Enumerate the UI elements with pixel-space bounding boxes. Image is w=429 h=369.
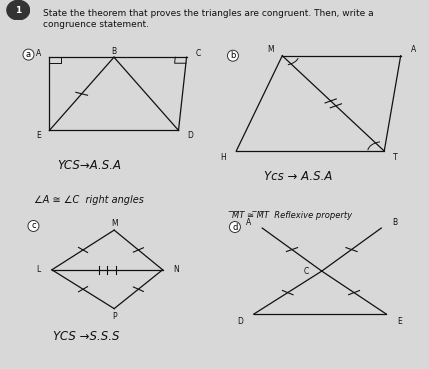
Text: 1: 1 bbox=[15, 6, 21, 15]
Text: D: D bbox=[237, 317, 243, 325]
Text: A: A bbox=[246, 217, 251, 227]
Circle shape bbox=[7, 0, 30, 20]
Text: ∠A ≅ ∠C  right angles: ∠A ≅ ∠C right angles bbox=[34, 195, 144, 205]
Text: E: E bbox=[36, 131, 40, 140]
Text: YCS →S.S.S: YCS →S.S.S bbox=[53, 330, 120, 344]
Text: ̅M̅T ≅ ̅M̅T  Reflexive property: ̅M̅T ≅ ̅M̅T Reflexive property bbox=[232, 211, 352, 220]
Text: a: a bbox=[26, 50, 31, 59]
Text: N: N bbox=[174, 265, 179, 274]
Text: B: B bbox=[393, 217, 397, 227]
Text: P: P bbox=[112, 311, 117, 321]
Text: Ycs → A.S.A: Ycs → A.S.A bbox=[264, 170, 332, 183]
Text: c: c bbox=[31, 221, 36, 231]
Text: B: B bbox=[112, 46, 117, 56]
Text: C: C bbox=[195, 49, 200, 58]
Text: L: L bbox=[36, 265, 40, 274]
Text: b: b bbox=[230, 51, 236, 60]
Text: M: M bbox=[267, 45, 274, 54]
Text: C: C bbox=[304, 266, 309, 276]
Text: YCS→A.S.A: YCS→A.S.A bbox=[57, 159, 121, 172]
Text: A: A bbox=[36, 49, 41, 58]
Text: H: H bbox=[220, 153, 226, 162]
Text: d: d bbox=[232, 223, 238, 231]
Text: T: T bbox=[393, 153, 398, 162]
Text: State the theorem that proves the triangles are congruent. Then, write a
congrue: State the theorem that proves the triang… bbox=[43, 9, 374, 29]
Text: M: M bbox=[111, 219, 118, 228]
Text: D: D bbox=[187, 131, 193, 140]
Text: E: E bbox=[398, 317, 402, 325]
Text: A: A bbox=[411, 45, 417, 54]
